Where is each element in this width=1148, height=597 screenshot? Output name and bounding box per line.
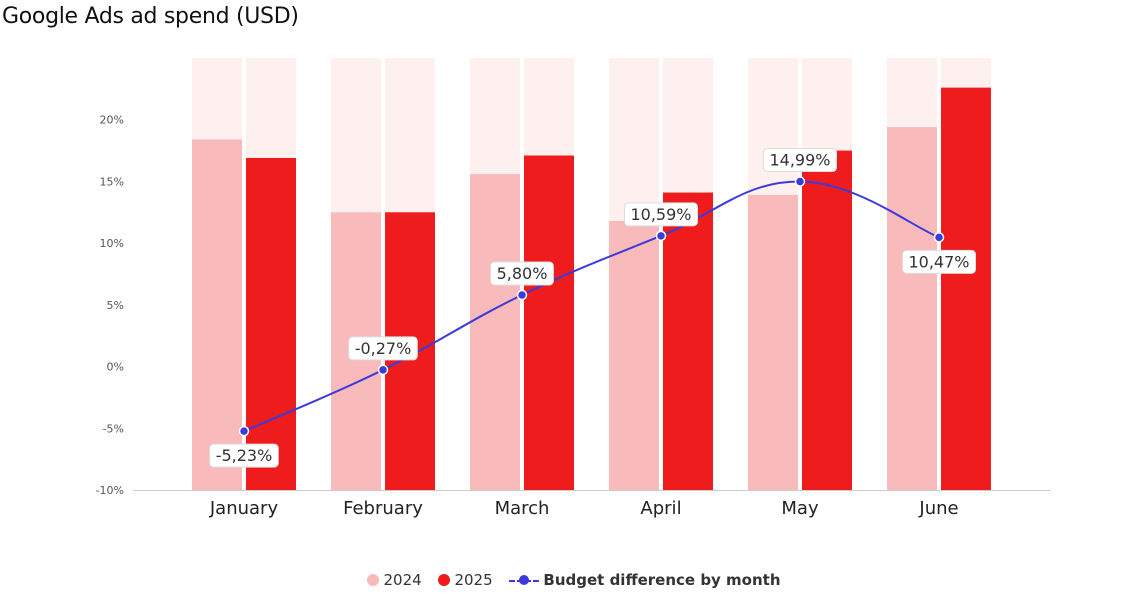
data-label-box [901,249,977,274]
line-point-june[interactable] [933,232,945,243]
y-axis-ticks: -10% -5% 0% 5% 10% 15% 20% [96,114,124,497]
data-label-march: 5,80% [490,261,554,286]
legend: 2024 2025 Budget difference by month [0,570,1148,589]
legend-item-2025: 2025 [438,570,493,589]
data-label-box [490,261,554,286]
line-point-january[interactable] [238,425,250,437]
legend-label-2024: 2024 [383,570,422,589]
y-tick-label: 10% [100,237,124,250]
x-axis-ticks: January February March April May June [209,498,959,519]
bar-2024-june[interactable] [887,127,937,491]
legend-swatch-line [509,574,540,586]
legend-item-2024: 2024 [367,570,422,589]
x-tick-label: March [495,498,550,519]
y-tick-label: 5% [107,299,124,312]
legend-swatch-2024 [367,573,380,586]
data-label-box [762,148,838,173]
line-point-february[interactable] [377,364,389,376]
data-label-text: -5,23% [216,446,273,465]
legend-label-2025: 2025 [454,570,493,589]
data-label-text: 10,47% [908,252,969,271]
data-labels: -5,23% -0,27% 5,80% 10,59% 14,99% 10,47% [209,148,977,468]
data-label-february: -0,27% [348,336,418,361]
x-tick-label: April [640,498,681,519]
data-label-box [348,336,418,361]
difference-line [238,176,945,437]
data-label-may: 14,99% [762,148,838,173]
data-label-april: 10,59% [623,202,699,227]
bar-2024-may[interactable] [748,195,798,490]
y-tick-label: 20% [100,114,124,127]
budget-difference-line [243,180,940,433]
bar-2024-march[interactable] [470,174,520,490]
data-label-text: 10,59% [630,205,691,224]
bar-2025-january[interactable] [246,157,296,490]
legend-item-budget-difference: Budget difference by month [509,570,781,589]
y-tick-label: 0% [107,361,124,374]
line-point-april[interactable] [655,230,667,242]
data-label-june: 10,47% [901,249,977,274]
data-label-box [623,202,699,227]
data-label-text: 14,99% [769,151,830,170]
bar-2025-april[interactable] [663,192,713,490]
bars [192,87,991,491]
bar-2024-april[interactable] [609,220,659,490]
background-bands [192,58,991,490]
data-label-box [209,443,279,468]
bar-2025-march[interactable] [524,155,574,490]
legend-swatch-2025 [438,573,451,586]
bar-2024-january[interactable] [192,139,242,490]
x-tick-label: January [209,498,279,519]
legend-label-budget-difference: Budget difference by month [543,570,781,589]
x-tick-label: June [918,498,958,519]
chart-title: Google Ads ad spend (USD) [2,4,299,29]
line-point-may[interactable] [794,176,806,187]
data-label-january: -5,23% [209,443,279,468]
bar-2025-june[interactable] [941,87,991,490]
x-tick-label: February [343,498,423,519]
x-tick-label: May [781,498,819,519]
y-tick-label: -10% [96,484,124,497]
data-label-text: -0,27% [355,339,412,358]
data-label-text: 5,80% [497,264,548,283]
y-tick-label: -5% [103,422,124,435]
line-point-march[interactable] [516,289,528,301]
y-tick-label: 15% [100,175,124,188]
bar-2025-may[interactable] [802,150,852,491]
